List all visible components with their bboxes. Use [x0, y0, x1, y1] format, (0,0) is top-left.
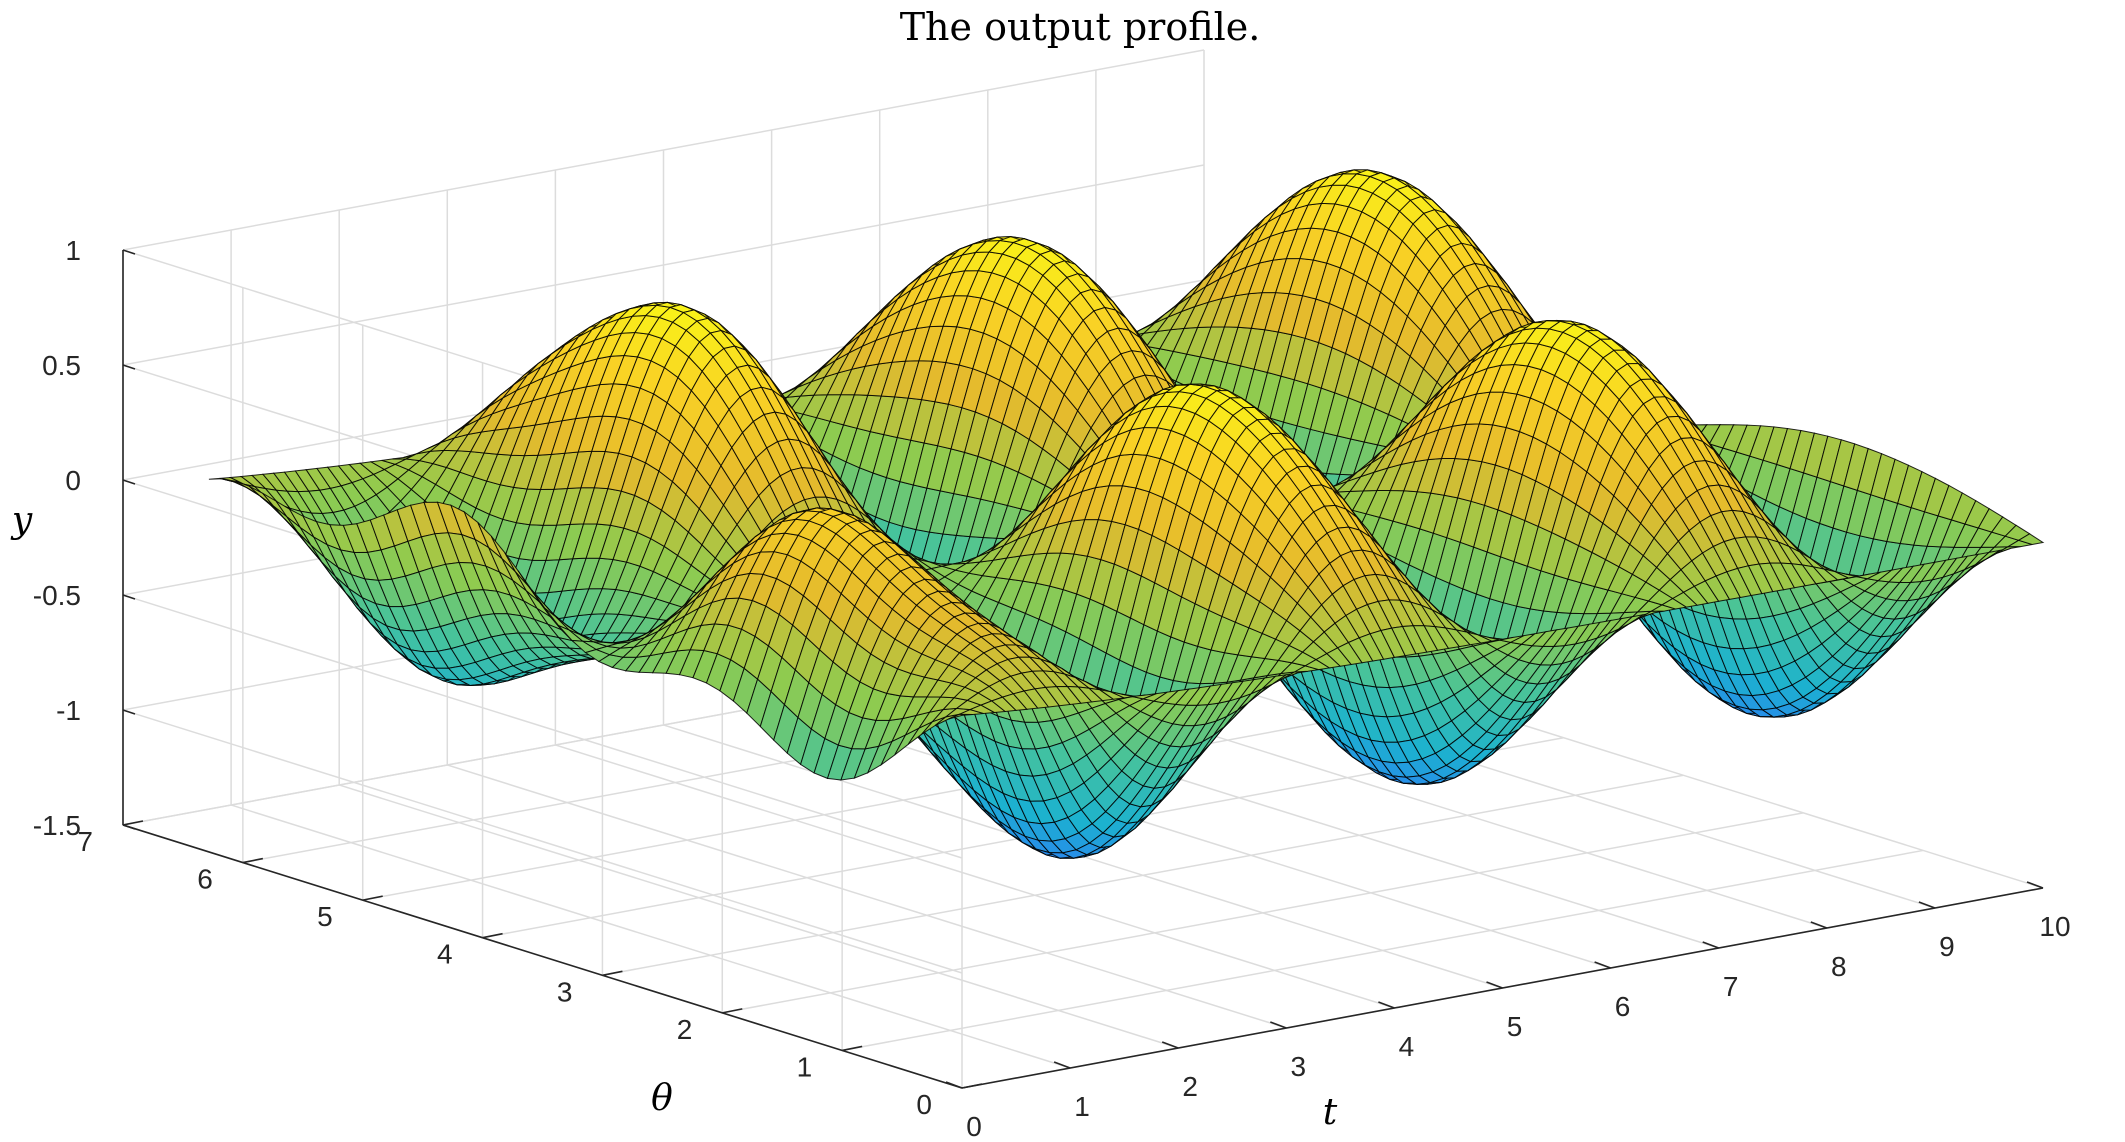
chart-title: The output profile. [900, 5, 1261, 49]
surface-mesh [208, 169, 2045, 859]
